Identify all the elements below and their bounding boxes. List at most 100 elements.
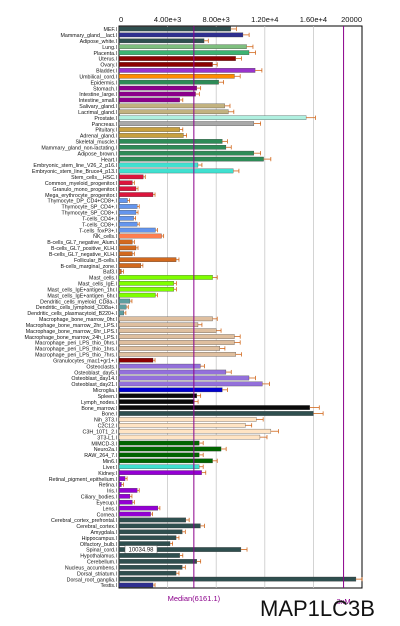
bar: [118, 363, 201, 369]
bar: [118, 411, 314, 416]
category-label: Umbilical_cord.I: [79, 74, 117, 80]
bar: [118, 452, 200, 458]
gene-title: MAP1LC3B: [260, 596, 375, 621]
bar: [118, 103, 225, 109]
category-label: Hippocampus.I: [82, 536, 117, 542]
bar: [118, 85, 197, 91]
category-label: Lung.I: [102, 45, 117, 51]
category-label: B-cells_GL7_negative_KLH.I: [49, 252, 117, 258]
category-label: Bone.I: [102, 412, 117, 418]
bar: [118, 139, 223, 144]
bar: [118, 369, 227, 375]
category-label: Intestine_large.I: [79, 92, 117, 98]
category-label: Hypothalamus.I: [80, 554, 117, 560]
bar: [118, 375, 250, 381]
bar: [118, 440, 200, 446]
category-label: Olfactory_bulb.I: [80, 542, 117, 548]
category-label: Mast_cells_IgE.I: [78, 282, 117, 288]
bar: [118, 269, 122, 274]
bar: [118, 44, 247, 49]
category-label: Cerebral_cortex.I: [76, 524, 117, 530]
category-label: Neuro2a.I: [94, 447, 117, 453]
bar: [118, 434, 261, 440]
bar: [118, 168, 234, 174]
bar: [118, 186, 137, 191]
three-x-median-label: 3xM: [336, 597, 350, 606]
category-label: T-cells_CD4+.I: [82, 216, 117, 222]
category-label: Adrenal_gland.I: [80, 134, 117, 140]
bar: [118, 192, 154, 197]
bar: [118, 399, 195, 404]
category-label: Pituitary.I: [95, 128, 117, 134]
bar: [118, 529, 183, 535]
category-label: Liver.I: [103, 465, 117, 471]
bar: [118, 91, 196, 97]
bar: [118, 257, 177, 262]
bar: [118, 233, 162, 239]
category-label: Dendritic_cells_plasmacytoid_B220+.I: [27, 311, 117, 317]
x-tick-label: 20000: [341, 15, 362, 24]
bar: [118, 458, 213, 464]
bar: [118, 322, 199, 328]
category-label: Macrophage_peri_LPS_thio_7hrs.I: [35, 353, 117, 359]
bar: [118, 38, 205, 44]
bar: [118, 50, 250, 55]
category-label: Kidney.I: [98, 471, 117, 477]
category-label: Placenta.I: [93, 51, 117, 57]
category-label: Dorsal_root_ganglia.I: [67, 577, 117, 583]
bar: [118, 32, 244, 38]
x-tick-label: 1.60e+4: [300, 15, 327, 24]
category-label: Lacrimal_gland.I: [78, 110, 117, 116]
category-label: B-cells_GL7_positive_KLH.I: [51, 246, 117, 252]
bar: [118, 56, 236, 61]
bar: [118, 553, 180, 558]
category-label: Cerebral_cortex_prefrontal.I: [51, 518, 117, 524]
bar: [118, 198, 128, 203]
median-label: Median(6161.1): [168, 594, 221, 603]
bar: [118, 281, 174, 286]
category-label: Dendritic_cells_lymphoid_CD8a+.I: [36, 305, 117, 311]
bar: [118, 417, 257, 422]
bar: [118, 505, 159, 511]
category-label: Ciliary_bodies.I: [81, 495, 117, 501]
category-label: Macrophage_peri_LPS_thio_1hrs.I: [35, 347, 117, 353]
bar: [118, 221, 138, 227]
bar: [118, 428, 272, 434]
category-label: MEF.I: [103, 27, 117, 33]
bar: [118, 239, 133, 245]
bar: [118, 316, 213, 322]
bar: [118, 541, 171, 546]
bar: [118, 127, 180, 132]
bar: [118, 494, 131, 499]
bar: [118, 446, 222, 452]
bar: [118, 97, 180, 103]
category-label: Epidermis.I: [91, 80, 118, 86]
category-label: Mast_cells_IgE+antigen_6hr.I: [47, 293, 117, 299]
bar: [118, 162, 199, 168]
category-label: Embryonic_stem_line_V26_2_p16.I: [33, 163, 117, 169]
category-label: Mega_erythrocyte_progenitor.I: [45, 193, 117, 199]
bar: [118, 109, 229, 115]
bar: [118, 144, 227, 150]
bar: [118, 156, 264, 162]
category-label: Macrophage_bone_marrow_24h_LPS.I: [25, 335, 117, 341]
bar: [118, 275, 213, 280]
bar: [118, 517, 186, 523]
bar: [118, 464, 200, 470]
bar: [118, 79, 219, 85]
bar: [118, 150, 255, 156]
category-label: Bladder.I: [96, 69, 117, 75]
category-label: Stem_cells__HSC.I: [71, 175, 117, 181]
category-label: Nucleus_accumbens.I: [65, 565, 117, 571]
category-label: Nih_3T3.I: [94, 418, 117, 424]
bar: [118, 570, 177, 576]
value-annotation: 10034.98: [128, 548, 154, 554]
bar: [118, 576, 357, 582]
x-tick-label: 0: [119, 15, 123, 24]
bar: [118, 74, 235, 79]
category-label: Stomach.I: [93, 86, 117, 92]
category-label: Prostate.I: [94, 116, 117, 122]
category-label: Skeletal_muscle.I: [75, 140, 117, 146]
category-label: Common_myeloid_progenitor.I: [45, 181, 117, 187]
